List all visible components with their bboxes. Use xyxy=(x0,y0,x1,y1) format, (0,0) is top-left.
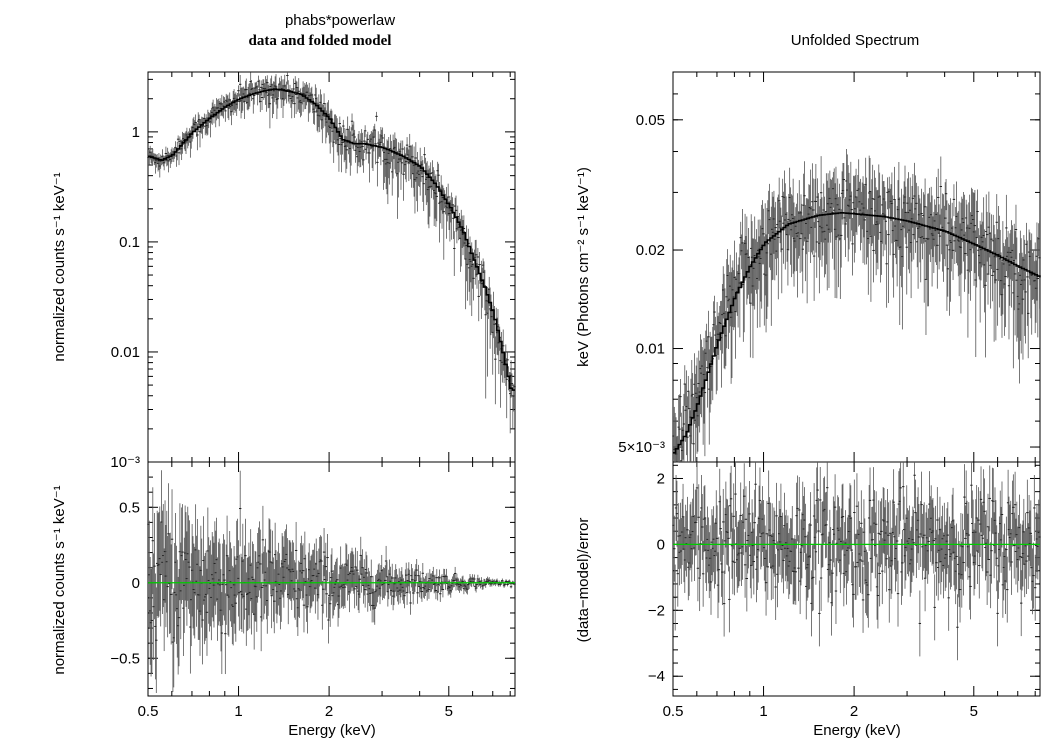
right-bottom-frame xyxy=(672,461,1041,697)
x-tick-label: 5 xyxy=(970,703,978,720)
y-tick-label: −2 xyxy=(648,602,665,619)
x-tick-label: 1 xyxy=(234,703,242,720)
x-tick-label: 1 xyxy=(759,703,767,720)
x-tick-label: 2 xyxy=(325,703,333,720)
y-tick-label: 0.01 xyxy=(111,344,140,361)
y-tick-label: 0.1 xyxy=(119,234,140,251)
y-tick-label: 10⁻³ xyxy=(110,454,140,471)
x-tick-label: 0.5 xyxy=(138,703,159,720)
y-tick-label: 5×10⁻³ xyxy=(618,439,665,456)
y-tick-label: −0.5 xyxy=(110,650,140,667)
model-line xyxy=(148,88,515,391)
model-line xyxy=(673,212,1041,454)
right-top-frame xyxy=(672,71,1041,463)
right-top-ylabel: keV (Photons cm⁻² s⁻¹ keV⁻¹) xyxy=(575,167,592,367)
y-tick-label: 0.02 xyxy=(636,242,665,259)
right-xlabel: Energy (keV) xyxy=(813,722,901,739)
y-tick-label: 0.01 xyxy=(636,341,665,358)
x-tick-label: 2 xyxy=(850,703,858,720)
left-top-frame xyxy=(147,71,516,463)
right-bottom-ylabel: (data−model)/error xyxy=(575,518,592,643)
left-xlabel: Energy (keV) xyxy=(288,722,376,739)
y-tick-label: −4 xyxy=(648,668,665,685)
left-bottom-ylabel: normalized counts s⁻¹ keV⁻¹ xyxy=(51,485,68,674)
y-tick-label: 1 xyxy=(132,124,140,141)
left-top-ylabel: normalized counts s⁻¹ keV⁻¹ xyxy=(51,172,68,361)
left-title-line2: data and folded model xyxy=(249,33,392,49)
x-tick-label: 5 xyxy=(445,703,453,720)
y-tick-label: 0.5 xyxy=(119,499,140,516)
left-bottom-frame xyxy=(147,461,516,697)
y-tick-label: 0 xyxy=(657,536,665,553)
x-tick-label: 0.5 xyxy=(663,703,684,720)
y-tick-label: 0 xyxy=(132,575,140,592)
y-tick-label: 0.05 xyxy=(636,112,665,129)
right-title: Unfolded Spectrum xyxy=(791,32,919,49)
left-title-line1: phabs*powerlaw xyxy=(285,12,395,29)
y-tick-label: 2 xyxy=(657,470,665,487)
